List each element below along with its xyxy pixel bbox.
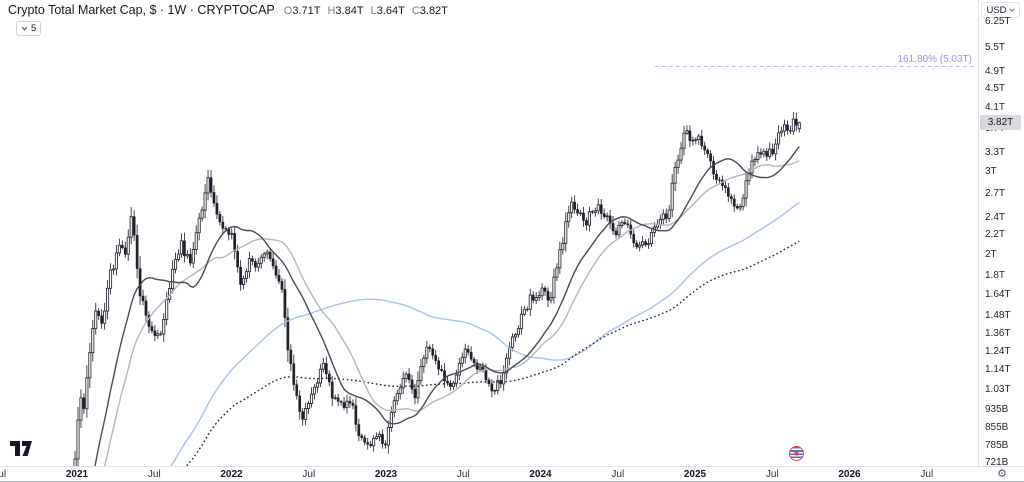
price-chart-canvas[interactable] bbox=[0, 0, 978, 466]
price-tick-label: 855B bbox=[985, 422, 1009, 434]
price-tick-label: 1.03T bbox=[985, 384, 1011, 396]
time-tick-label: Jul bbox=[147, 469, 161, 480]
price-tick-label: 4.5T bbox=[985, 83, 1006, 95]
price-tick-label: 1.24T bbox=[985, 346, 1011, 358]
chart-legend: Crypto Total Market Cap, $ · 1W · CRYPTO… bbox=[8, 3, 448, 17]
currency-label: USD bbox=[986, 4, 1007, 16]
ohlc-values: O3.71T H3.84T L3.64T C3.82T bbox=[284, 5, 448, 17]
low-value: 3.64T bbox=[376, 5, 405, 17]
price-tick-label: 4.1T bbox=[985, 102, 1006, 114]
time-tick-label: Jul bbox=[456, 469, 470, 480]
price-tick-label: 721B bbox=[985, 457, 1009, 468]
price-tick-label: 785B bbox=[985, 439, 1009, 451]
price-tick-label: 935B bbox=[985, 403, 1009, 415]
time-tick-label: 2021 bbox=[65, 469, 89, 480]
price-tick-label: 2T bbox=[985, 248, 997, 260]
price-tick-label: 1.14T bbox=[985, 363, 1011, 375]
close-label: C bbox=[411, 5, 420, 17]
high-label: H bbox=[327, 5, 336, 17]
last-price-label: 3.82T bbox=[980, 115, 1021, 131]
price-tick-label: 3T bbox=[985, 166, 997, 177]
ma-verylong-line bbox=[185, 240, 800, 466]
tradingview-logo[interactable] bbox=[10, 441, 33, 461]
price-tick-label: 2.2T bbox=[985, 229, 1006, 241]
price-axis[interactable]: USD 3.82T 6.25T5.5T4.9T4.5T4.1T3.7T3.3T3… bbox=[979, 0, 1024, 468]
price-tick-label: 5.5T bbox=[985, 42, 1006, 54]
ma-long-line bbox=[170, 201, 800, 466]
indicators-count: 5 bbox=[31, 23, 37, 34]
price-tick-label: 1.36T bbox=[985, 327, 1011, 339]
ma-fast-line bbox=[94, 146, 800, 466]
indicators-badge[interactable]: 5 bbox=[16, 21, 42, 36]
price-tick-label: 6.25T bbox=[985, 16, 1011, 28]
time-tick-label: 2024 bbox=[529, 469, 552, 480]
price-tick-label: 1.8T bbox=[985, 270, 1006, 282]
candle-bodies-down bbox=[82, 118, 798, 447]
time-tick-label: Jul bbox=[611, 469, 625, 480]
price-tick-label: 2.7T bbox=[985, 187, 1006, 199]
chevron-down-icon bbox=[1008, 8, 1015, 12]
price-tick-label: 2.4T bbox=[985, 211, 1006, 223]
time-tick-label: 2025 bbox=[683, 469, 707, 480]
price-tick-label: 1.64T bbox=[985, 289, 1011, 301]
settings-gear-icon[interactable]: ⚙ bbox=[997, 468, 1007, 480]
low-label: L bbox=[370, 5, 377, 17]
price-tick-label: 4.9T bbox=[985, 65, 1006, 77]
time-tick-label: 2023 bbox=[374, 469, 398, 480]
time-tick-label: 2026 bbox=[838, 469, 861, 480]
time-tick-label: Jul bbox=[0, 469, 7, 480]
time-tick-label: Jul bbox=[920, 469, 934, 480]
price-tick-label: 1.48T bbox=[985, 310, 1011, 322]
time-tick-label: Jul bbox=[765, 469, 779, 480]
high-value: 3.84T bbox=[335, 5, 364, 17]
candle-bodies-up bbox=[73, 118, 801, 466]
close-value: 3.82T bbox=[419, 5, 448, 17]
time-axis[interactable]: ⚙ Jul 2021 Jul 2022 Jul 2023 Jul 2024 Jul 2025 Jul… bbox=[0, 466, 1024, 482]
chart-pane[interactable]: Crypto Total Market Cap, $ · 1W · CRYPTO… bbox=[0, 0, 979, 466]
currency-selector[interactable]: USD bbox=[981, 2, 1020, 18]
fib-extension-label[interactable]: 161.80% (5.03T) bbox=[897, 54, 973, 65]
cryptocap-symbol-logo-icon bbox=[789, 446, 804, 461]
ma-medium-line bbox=[103, 159, 800, 466]
open-value: 3.71T bbox=[292, 5, 321, 17]
symbol-title[interactable]: Crypto Total Market Cap, $ · 1W · CRYPTO… bbox=[8, 3, 275, 17]
price-tick-label: 3.3T bbox=[985, 146, 1006, 158]
time-tick-label: Jul bbox=[302, 469, 316, 480]
time-tick-label: 2022 bbox=[220, 469, 243, 480]
chevron-down-icon bbox=[21, 26, 28, 31]
open-label: O bbox=[283, 5, 293, 17]
